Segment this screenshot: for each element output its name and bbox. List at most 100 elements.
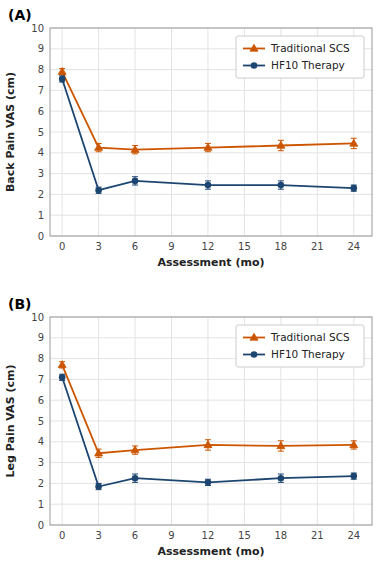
- error-cap: [278, 451, 284, 452]
- error-bar: [59, 374, 65, 380]
- y-tick-label: 5: [38, 416, 44, 427]
- legend-label: Traditional SCS: [270, 331, 350, 343]
- y-tick-label: 4: [38, 147, 44, 158]
- error-cap: [351, 148, 357, 149]
- grid-line-x: [171, 28, 172, 236]
- series-line: [62, 365, 354, 453]
- y-tick-label: 6: [38, 395, 44, 406]
- x-tick-label: 18: [275, 530, 288, 541]
- error-bar: [351, 138, 357, 148]
- data-point: [350, 185, 357, 192]
- legend-box: [236, 36, 364, 78]
- x-tick-label: 12: [202, 241, 215, 252]
- x-axis-label: Assessment (mo): [157, 545, 264, 558]
- x-tick-label: 6: [132, 241, 138, 252]
- legend-marker: [250, 333, 258, 340]
- data-point: [205, 182, 212, 189]
- error-cap: [96, 151, 102, 152]
- x-tick-label: 15: [238, 530, 251, 541]
- error-bar: [278, 140, 284, 150]
- x-tick-label: 12: [202, 530, 215, 541]
- y-tick-label: 9: [38, 43, 44, 54]
- data-point: [95, 483, 102, 490]
- error-cap: [351, 449, 357, 450]
- series-line: [62, 377, 354, 486]
- data-point: [132, 475, 139, 482]
- x-tick-label: 24: [347, 241, 360, 252]
- legend-marker: [251, 62, 258, 69]
- data-point: [350, 441, 358, 448]
- plot-area: [50, 28, 372, 236]
- error-bar: [205, 440, 211, 450]
- legend-marker: [251, 351, 258, 358]
- x-tick-label: 6: [132, 530, 138, 541]
- y-tick-label: 8: [38, 64, 44, 75]
- data-layer: [58, 67, 358, 193]
- y-tick-label: 1: [38, 210, 44, 221]
- data-layer: [58, 361, 358, 490]
- error-bar: [351, 185, 357, 191]
- grid-line-x: [207, 28, 208, 236]
- y-axis-label: Leg Pain VAS (cm): [4, 365, 17, 478]
- y-tick-label: 6: [38, 106, 44, 117]
- plot-area: [50, 317, 372, 525]
- y-tick-label: 0: [38, 520, 44, 531]
- error-bar: [96, 483, 102, 489]
- panel-title: (B): [8, 296, 31, 312]
- error-cap: [132, 185, 138, 186]
- grid-line-x: [135, 317, 136, 525]
- error-bar: [132, 474, 138, 482]
- y-tick-label: 3: [38, 168, 44, 179]
- error-cap: [132, 482, 138, 483]
- grid-line-x: [62, 28, 63, 236]
- legend-box: [236, 325, 364, 367]
- data-point: [350, 473, 357, 480]
- x-tick-label: 0: [59, 530, 65, 541]
- error-cap: [132, 474, 138, 475]
- error-cap: [132, 176, 138, 177]
- data-point: [59, 374, 66, 381]
- plot-frame: [50, 317, 372, 525]
- y-tick-label: 5: [38, 127, 44, 138]
- panel-title: (A): [8, 7, 32, 23]
- error-bar: [351, 473, 357, 479]
- error-bar: [132, 446, 138, 454]
- plot-frame: [50, 28, 372, 236]
- y-tick-label: 2: [38, 189, 44, 200]
- y-tick-label: 0: [38, 231, 44, 242]
- y-tick-label: 10: [31, 312, 44, 323]
- x-tick-label: 3: [95, 241, 101, 252]
- y-axis-label: Back Pain VAS (cm): [4, 72, 17, 192]
- data-point: [131, 145, 139, 152]
- data-point: [58, 361, 66, 368]
- x-tick-label: 0: [59, 241, 65, 252]
- grid: [50, 28, 372, 236]
- data-point: [95, 449, 103, 456]
- data-point: [59, 76, 66, 83]
- error-cap: [205, 151, 211, 152]
- x-tick-label: 21: [311, 530, 324, 541]
- chart-root: 01234567891003691215182124(A)Assessment …: [0, 0, 382, 578]
- error-cap: [205, 189, 211, 190]
- grid-line-x: [98, 28, 99, 236]
- legend-label: HF10 Therapy: [271, 348, 345, 360]
- panel: 01234567891003691215182124(A)Assessment …: [4, 7, 372, 269]
- error-cap: [96, 457, 102, 458]
- y-tick-label: 10: [31, 23, 44, 34]
- x-axis-label: Assessment (mo): [157, 256, 264, 269]
- x-tick-label: 18: [275, 241, 288, 252]
- x-tick-label: 9: [168, 530, 174, 541]
- error-cap: [278, 150, 284, 151]
- x-tick-label: 24: [347, 530, 360, 541]
- data-point: [277, 141, 285, 148]
- grid-line-x: [98, 317, 99, 525]
- error-bar: [59, 76, 65, 82]
- error-bar: [278, 441, 284, 451]
- grid-line-x: [207, 317, 208, 525]
- error-cap: [278, 189, 284, 190]
- error-bar: [205, 143, 211, 151]
- x-tick-label: 9: [168, 241, 174, 252]
- error-cap: [132, 153, 138, 154]
- series-line: [62, 79, 354, 190]
- data-point: [132, 178, 139, 185]
